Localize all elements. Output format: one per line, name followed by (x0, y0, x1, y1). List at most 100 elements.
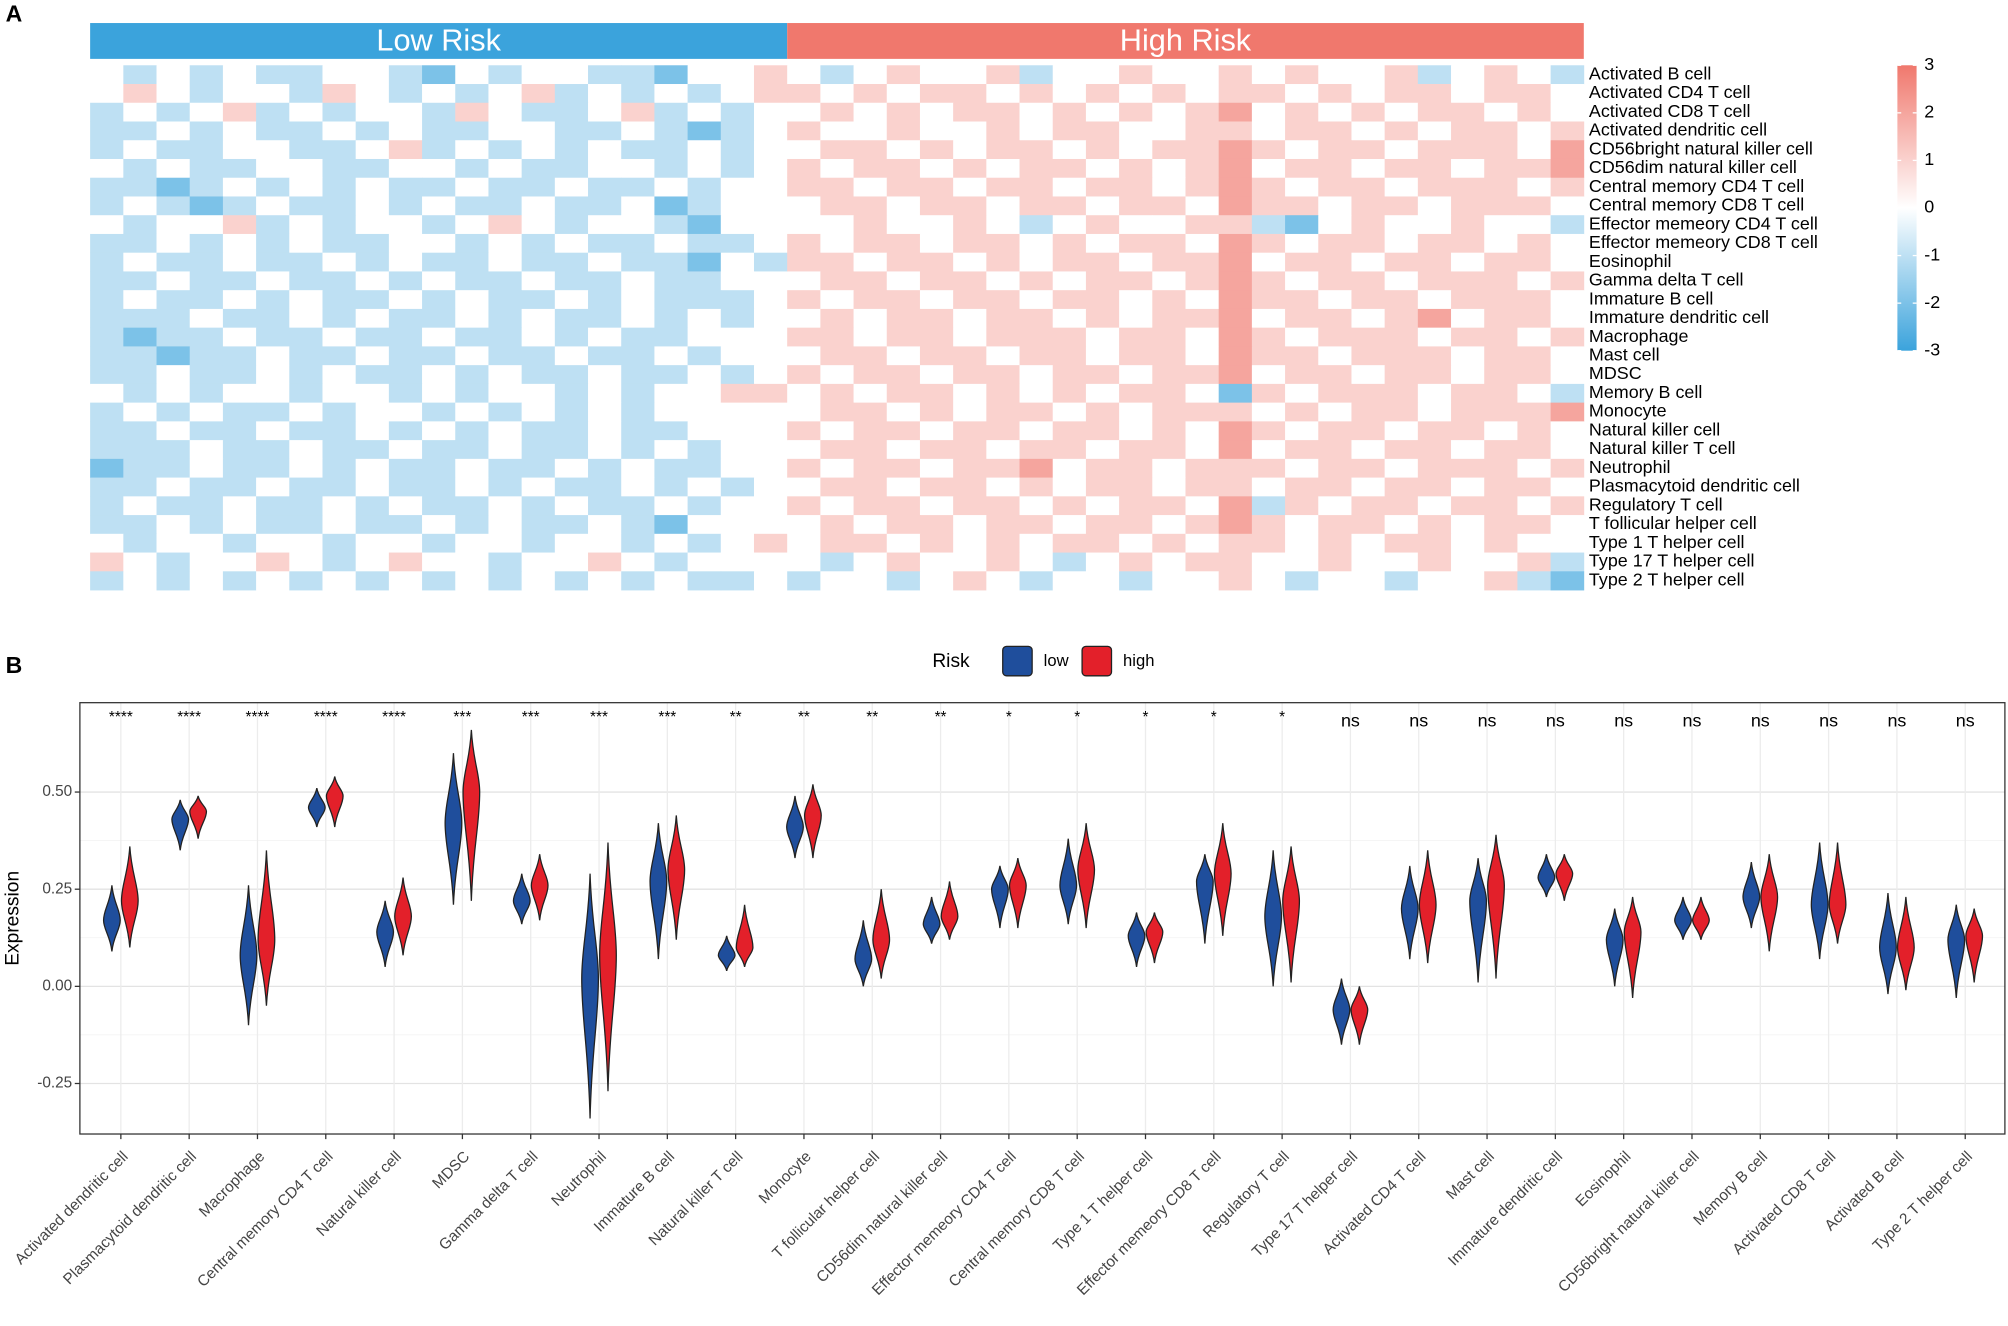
heatmap-cell (488, 271, 523, 291)
heatmap-cell (1550, 458, 1585, 478)
heatmap-cell (1085, 290, 1120, 310)
heatmap-cell (986, 402, 1020, 422)
heatmap-cell (919, 308, 954, 329)
heatmap-cell (388, 458, 423, 478)
heatmap-cell (289, 515, 323, 535)
heatmap-cell (1285, 477, 1319, 497)
heatmap-cell (521, 308, 556, 329)
heatmap-cell (222, 102, 257, 122)
heatmap-cell (753, 421, 788, 441)
heatmap-cell (1517, 421, 1551, 441)
violin (1350, 986, 1369, 1045)
heatmap-cell (388, 252, 423, 272)
heatmap-cell (886, 327, 921, 347)
heatmap-cell (853, 571, 888, 591)
heatmap-cell (355, 196, 390, 216)
heatmap-cell (1152, 65, 1186, 85)
heatmap-cell (720, 515, 755, 535)
heatmap-cell (355, 383, 390, 404)
heatmap-cell (322, 552, 357, 572)
heatmap-cell (588, 252, 622, 272)
heatmap-cell (621, 327, 655, 347)
heatmap-cell (455, 533, 489, 553)
heatmap-cell (1451, 177, 1485, 197)
heatmap-cell (1085, 102, 1120, 122)
heatmap-cell (1119, 84, 1153, 104)
heatmap-cell (1085, 271, 1120, 291)
heatmap-cell (720, 121, 755, 141)
heatmap-cell (986, 271, 1020, 291)
heatmap-cell (521, 290, 556, 310)
violin (1127, 912, 1146, 967)
heatmap-cell (753, 533, 788, 553)
heatmap-cell (422, 84, 456, 104)
heatmap-cell (156, 346, 191, 366)
heatmap-cell (853, 402, 888, 422)
heatmap-cell (654, 233, 688, 254)
heatmap-cell (1285, 102, 1319, 122)
heatmap-cell (588, 102, 622, 122)
heatmap-cell (1251, 65, 1286, 85)
colorbar-label: 3 (1924, 54, 1934, 74)
significance-label: *** (590, 709, 608, 726)
heatmap-cell (753, 140, 788, 160)
violin (189, 795, 208, 839)
heatmap-cell (90, 196, 124, 216)
heatmap-cell (1484, 215, 1518, 235)
significance-label: ns (1819, 711, 1838, 731)
heatmap-cell (787, 477, 821, 497)
heatmap-cell (1384, 308, 1419, 329)
heatmap-cell (621, 252, 655, 272)
violin (1213, 823, 1232, 936)
heatmap-cell (1517, 140, 1551, 160)
heatmap-cell (886, 496, 921, 516)
heatmap-cell (1484, 327, 1518, 347)
heatmap-cell (1251, 552, 1286, 572)
heatmap-cell (1119, 252, 1153, 272)
heatmap-cell (1285, 308, 1319, 329)
heatmap-cell (1152, 383, 1186, 404)
heatmap-cell (1185, 365, 1220, 385)
heatmap-cell (820, 121, 854, 141)
violin (120, 846, 139, 948)
heatmap-cell (986, 458, 1020, 478)
heatmap-cell (720, 215, 755, 235)
violin (872, 889, 891, 979)
heatmap-cell (1019, 515, 1054, 535)
heatmap-cell (1384, 346, 1419, 366)
heatmap-cell (1550, 477, 1585, 497)
heatmap-cell (521, 102, 556, 122)
heatmap-cell (1019, 440, 1054, 460)
heatmap-cell (1285, 65, 1319, 85)
violin (1605, 908, 1624, 987)
heatmap-cell (222, 421, 257, 441)
heatmap-cell (455, 440, 489, 460)
heatmap-cell (1318, 571, 1352, 591)
heatmap-cell (1351, 440, 1386, 460)
heatmap-cell (1119, 290, 1153, 310)
heatmap-cell (1085, 515, 1120, 535)
heatmap-cell (919, 177, 954, 197)
heatmap-cell (488, 121, 523, 141)
heatmap-cell (1517, 308, 1551, 329)
heatmap-cell (654, 121, 688, 141)
row-label: Neutrophil (1589, 457, 1671, 477)
heatmap-cell (322, 65, 357, 85)
heatmap-cell (1085, 458, 1120, 478)
heatmap-cell (1285, 290, 1319, 310)
violin (1264, 850, 1283, 987)
heatmap-cell (1318, 65, 1352, 85)
heatmap-cell (1318, 196, 1352, 216)
heatmap-cell (554, 177, 589, 197)
heatmap-cell (1251, 515, 1286, 535)
heatmap-cell (1318, 477, 1352, 497)
heatmap-cell (919, 571, 954, 591)
heatmap-cell (488, 308, 523, 329)
violin (462, 729, 481, 901)
colorbar-label: 1 (1924, 149, 1934, 169)
heatmap-cell (919, 121, 954, 141)
heatmap-cell (787, 458, 821, 478)
heatmap-cell (1517, 290, 1551, 310)
heatmap-cell (355, 271, 390, 291)
heatmap-cell (222, 65, 257, 85)
